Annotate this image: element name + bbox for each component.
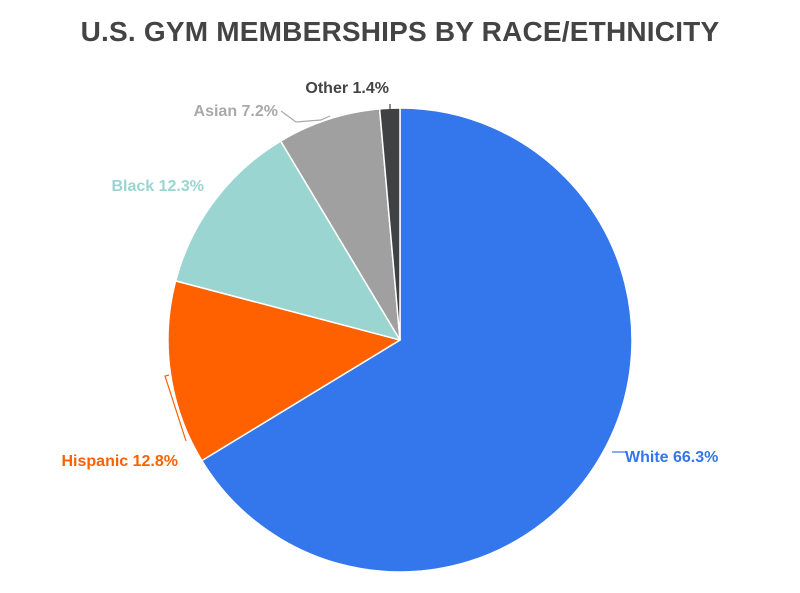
leader-line-hispanic — [164, 374, 187, 442]
slice-label-white: White 66.3% — [625, 449, 718, 466]
pie-slice-white — [201, 107, 633, 573]
slice-label-black: Black 12.3% — [111, 178, 204, 195]
pie-slice-black — [174, 140, 401, 341]
pie-slices — [167, 107, 633, 573]
slice-labels: White 66.3% Hispanic 12.8% Black 12.3% Asia… — [62, 80, 719, 470]
chart-title: U.S. GYM MEMBERSHIPS BY RACE/ETHNICITY — [80, 16, 720, 47]
slice-label-other: Other 1.4% — [305, 80, 389, 97]
slice-label-asian: Asian 7.2% — [194, 103, 278, 120]
slice-label-hispanic: Hispanic 12.8% — [62, 453, 179, 470]
leader-line-asian — [280, 110, 331, 123]
pie-slice-hispanic — [167, 280, 401, 462]
label-leaders — [164, 104, 626, 453]
pie-slice-asian — [279, 108, 401, 341]
